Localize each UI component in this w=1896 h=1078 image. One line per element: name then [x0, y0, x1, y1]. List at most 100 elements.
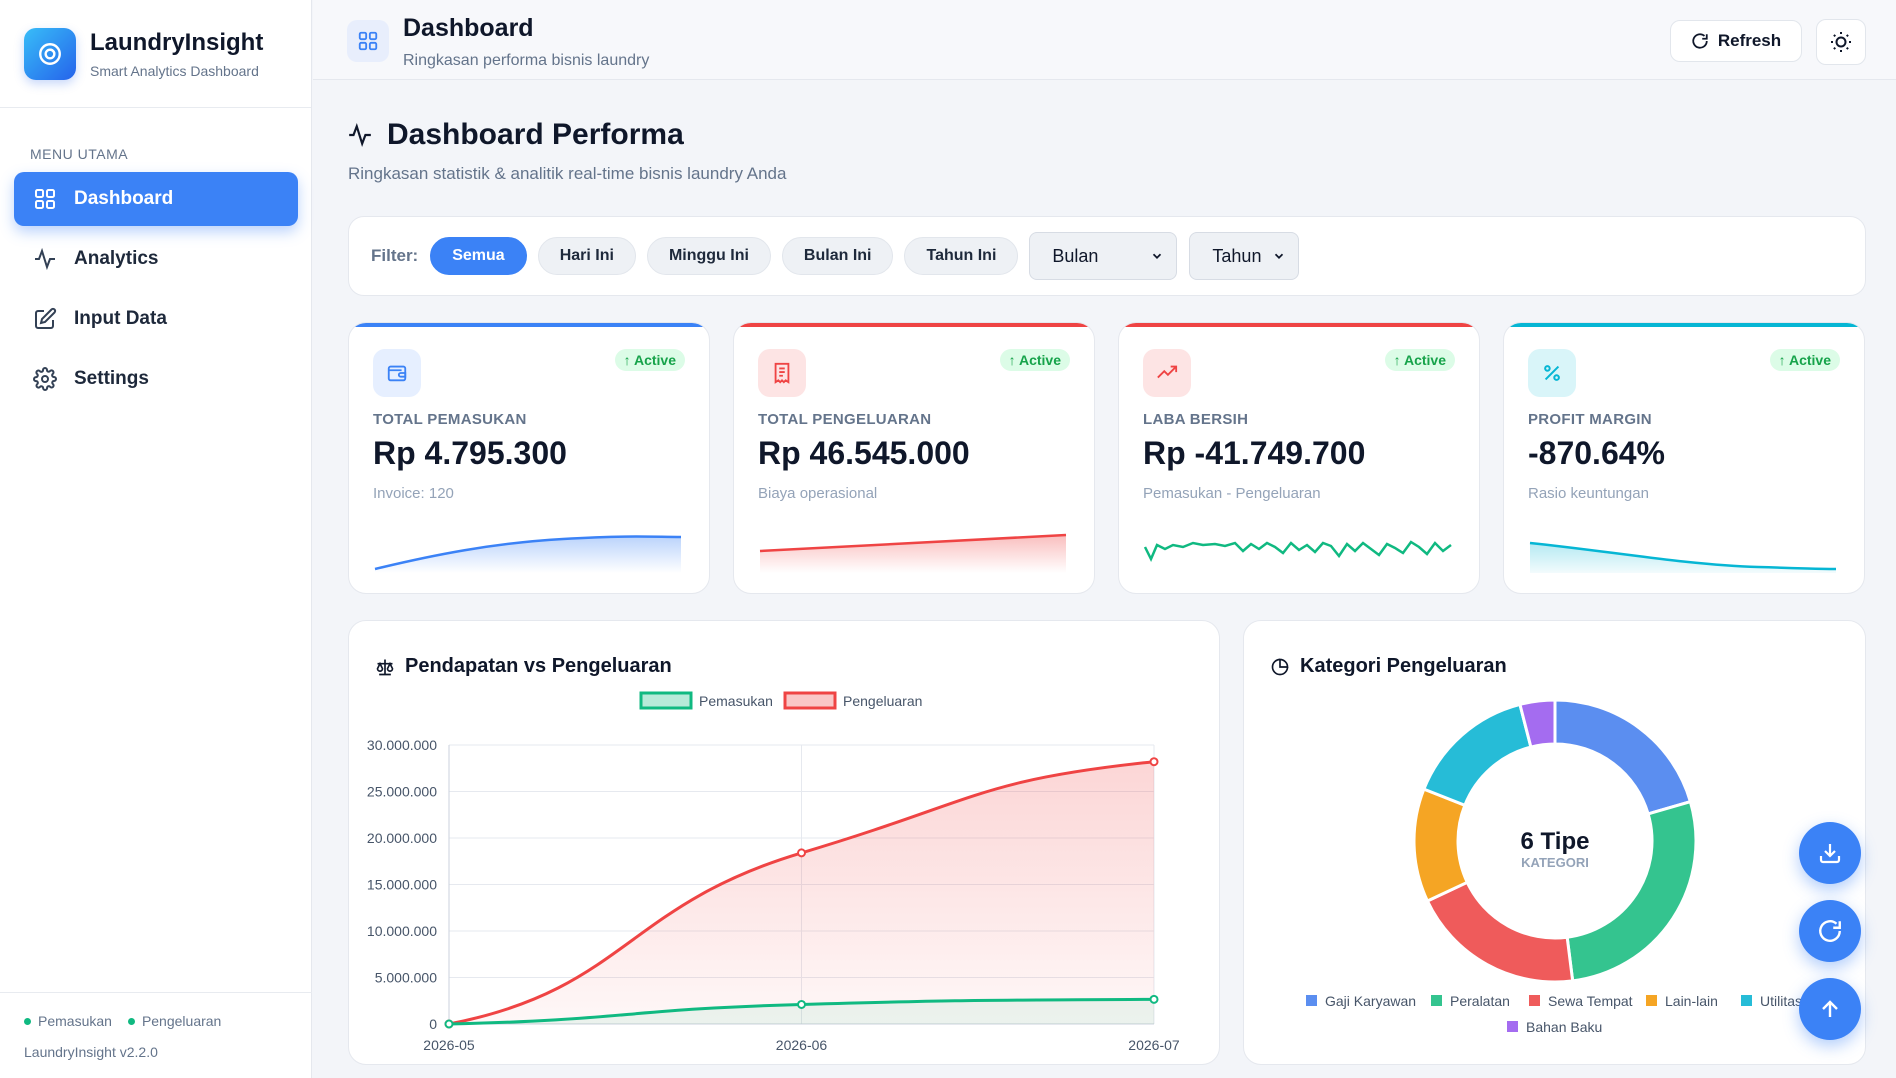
scale-icon: [376, 659, 394, 675]
kpi-label: TOTAL PEMASUKAN: [373, 411, 527, 428]
legend-swatch: [783, 691, 837, 710]
status-badge: ↑ Active: [1384, 349, 1455, 371]
kpi-value: Rp -41.749.700: [1143, 435, 1366, 471]
sparkline-pengeluaran: [759, 533, 1067, 573]
filter-label: Filter:: [371, 246, 419, 265]
filter-bar: Filter: Semua Hari Ini Minggu Ini Bulan …: [348, 216, 1866, 296]
legend-label: Sewa Tempat: [1548, 993, 1633, 1009]
sidebar-item-input-data[interactable]: Input Data: [14, 292, 298, 346]
scroll-top-button[interactable]: [1799, 978, 1861, 1040]
kpi-label: PROFIT MARGIN: [1528, 411, 1652, 428]
grid-icon: [32, 186, 58, 212]
legend-swatch: [639, 691, 693, 710]
legend-label: Peralatan: [1450, 993, 1510, 1009]
year-select[interactable]: Tahun: [1189, 232, 1300, 280]
donut-slice: [1421, 702, 1533, 808]
legend-pengeluaran: Pengeluaran: [127, 1013, 221, 1029]
sidebar-item-dashboard[interactable]: Dashboard: [14, 172, 298, 226]
app-version: LaundryInsight v2.2.0: [24, 1044, 158, 1060]
x-tick-label: 2026-05: [423, 1037, 475, 1053]
legend-label: Pengeluaran: [843, 693, 922, 709]
kpi-label: TOTAL PENGELUARAN: [758, 411, 932, 428]
filter-chip-tahun-ini[interactable]: Tahun Ini: [904, 237, 1019, 275]
page-title-text: Dashboard Performa: [387, 118, 684, 151]
kpi-description: Invoice: 120: [373, 485, 454, 502]
sparkline-profit-margin: [1529, 541, 1837, 573]
activity-icon: [347, 122, 373, 148]
kpi-card-profit-margin[interactable]: ↑ Active PROFIT MARGIN -870.64% Rasio ke…: [1503, 322, 1865, 594]
filter-chip-hari-ini[interactable]: Hari Ini: [537, 237, 636, 275]
card-title-text: Pendapatan vs Pengeluaran: [405, 655, 672, 677]
refresh-button[interactable]: Refresh: [1670, 20, 1802, 62]
sidebar-item-settings[interactable]: Settings: [14, 352, 298, 406]
kpi-accent-bar: [349, 323, 709, 327]
y-tick-label: 25.000.000: [367, 784, 437, 800]
theme-toggle-button[interactable]: [1816, 19, 1866, 65]
page-title: Dashboard Performa: [347, 118, 684, 152]
sidebar-item-label: Input Data: [74, 308, 167, 329]
legend-swatch: [1646, 995, 1657, 1006]
sidebar-legend: Pemasukan Pengeluaran: [24, 1013, 312, 1029]
wallet-icon: [373, 349, 421, 397]
x-tick-label: 2026-06: [776, 1037, 828, 1053]
month-select-value: Bulan: [1052, 245, 1099, 266]
brand-logo-icon[interactable]: [24, 27, 76, 80]
kpi-value: Rp 46.545.000: [758, 435, 970, 471]
filter-chip-minggu-ini[interactable]: Minggu Ini: [646, 237, 771, 275]
y-tick-label: 30.000.000: [367, 737, 437, 753]
y-tick-label: 0: [429, 1016, 437, 1032]
card-title: Pendapatan vs Pengeluaran: [375, 655, 672, 678]
receipt-icon: [758, 349, 806, 397]
legend-label: Pemasukan: [699, 693, 773, 709]
gear-icon: [32, 366, 58, 392]
sidebar-item-label: Dashboard: [74, 188, 174, 209]
line-chart[interactable]: 0 5.000.000 10.000.000 15.000.000 20.000.000…: [349, 681, 1219, 1061]
download-button[interactable]: [1799, 822, 1861, 884]
data-point-pemasukan: [797, 999, 806, 1009]
kpi-accent-bar: [734, 323, 1094, 327]
legend-pemasukan: Pemasukan: [24, 1013, 112, 1029]
sidebar-item-analytics[interactable]: Analytics: [14, 232, 298, 286]
x-tick-label: 2026-07: [1128, 1037, 1180, 1053]
y-tick-label: 5.000.000: [375, 970, 437, 986]
edit-icon: [32, 306, 58, 332]
y-tick-label: 20.000.000: [367, 830, 437, 846]
kpi-description: Biaya operasional: [758, 485, 878, 502]
activity-icon: [32, 246, 58, 272]
refresh-label: Refresh: [1717, 31, 1782, 50]
topbar: Dashboard Ringkasan performa bisnis laun…: [313, 0, 1896, 80]
donut-slice: [1518, 698, 1557, 749]
header-title: Dashboard: [403, 14, 534, 42]
kpi-card-total-pemasukan[interactable]: ↑ Active TOTAL PEMASUKAN Rp 4.795.300 In…: [348, 322, 710, 594]
income-vs-expense-card: Pendapatan vs Pengeluaran 0 5.000.000 10.0…: [348, 620, 1220, 1065]
category-expense-card: Kategori Pengeluaran 6 Tipe KATEGORI Gaji …: [1243, 620, 1866, 1065]
legend-swatch: [1507, 1021, 1518, 1032]
kpi-value: -870.64%: [1528, 435, 1665, 471]
reload-button[interactable]: [1799, 900, 1861, 962]
month-select[interactable]: Bulan: [1029, 232, 1178, 280]
kpi-card-total-pengeluaran[interactable]: ↑ Active TOTAL PENGELUARAN Rp 46.545.000…: [733, 322, 1095, 594]
status-badge: ↑ Active: [999, 349, 1070, 371]
sidebar-footer: Pemasukan Pengeluaran LaundryInsight v2.…: [0, 992, 312, 1078]
kpi-value: Rp 4.795.300: [373, 435, 567, 471]
sidebar-menu: Dashboard Analytics Input Data Settings: [14, 172, 298, 412]
sidebar: LaundryInsight Smart Analytics Dashboard…: [0, 0, 312, 1078]
donut-slice: [1412, 787, 1470, 904]
donut-slice: [1553, 698, 1693, 816]
refresh-icon: [1817, 918, 1843, 944]
legend-swatch: [1741, 995, 1752, 1006]
brand: LaundryInsight Smart Analytics Dashboard: [0, 0, 311, 108]
filter-chip-bulan-ini[interactable]: Bulan Ini: [781, 237, 894, 275]
kpi-card-laba-bersih[interactable]: ↑ Active LABA BERSIH Rp -41.749.700 Pema…: [1118, 322, 1480, 594]
legend-label: Lain-lain: [1665, 993, 1718, 1009]
year-select-value: Tahun: [1212, 245, 1262, 266]
legend-swatch: [1529, 995, 1540, 1006]
brand-subtitle: Smart Analytics Dashboard: [90, 62, 259, 79]
card-title-text: Kategori Pengeluaran: [1300, 655, 1507, 677]
area-pemasukan: [449, 999, 1154, 1024]
data-point-pemasukan: [1149, 994, 1159, 1004]
filter-chip-semua[interactable]: Semua: [430, 237, 527, 275]
card-title: Kategori Pengeluaran: [1270, 655, 1507, 678]
data-point-pemasukan: [444, 1019, 454, 1029]
